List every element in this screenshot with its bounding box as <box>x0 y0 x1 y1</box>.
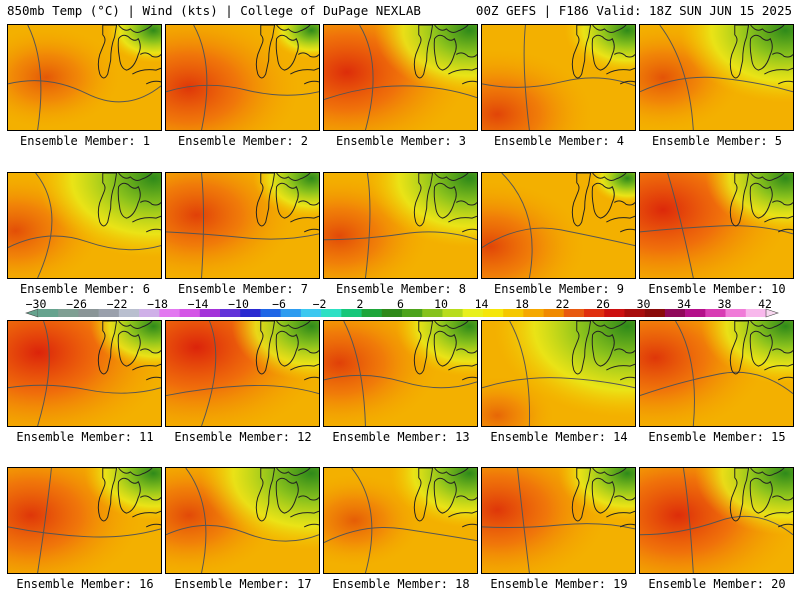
ensemble-member-map-2 <box>165 24 320 131</box>
ensemble-member-label-16: Ensemble Member: 16 <box>16 577 154 591</box>
colorbar-swatch <box>280 309 302 317</box>
ensemble-member-label-20: Ensemble Member: 20 <box>648 577 786 591</box>
colorbar-swatch <box>199 309 221 317</box>
colorbar-swatch <box>118 309 140 317</box>
ensemble-member-label-10: Ensemble Member: 10 <box>648 282 786 296</box>
colorbar-tick-label: 18 <box>515 297 529 311</box>
ensemble-member-label-11: Ensemble Member: 11 <box>16 430 154 444</box>
ensemble-member-label-17: Ensemble Member: 17 <box>174 577 312 591</box>
temperature-colorbar <box>25 308 779 318</box>
ensemble-member-map-6 <box>7 172 162 279</box>
ensemble-member-label-15: Ensemble Member: 15 <box>648 430 786 444</box>
colorbar-tick-label: −14 <box>187 297 209 311</box>
ensemble-member-map-9 <box>481 172 636 279</box>
colorbar-tick-label: −10 <box>228 297 249 311</box>
ensemble-member-label-12: Ensemble Member: 12 <box>174 430 312 444</box>
colorbar-tick-label: −2 <box>312 297 327 311</box>
colorbar-swatch <box>300 309 322 317</box>
ensemble-member-label-9: Ensemble Member: 9 <box>493 282 625 296</box>
colorbar-tick-label: −18 <box>147 297 168 311</box>
ensemble-member-label-8: Ensemble Member: 8 <box>335 282 467 296</box>
colorbar-swatch <box>220 309 241 317</box>
ensemble-member-map-17 <box>165 467 320 574</box>
colorbar-swatch <box>462 309 484 317</box>
colorbar-swatch <box>422 309 443 317</box>
colorbar-tick-label: 26 <box>596 297 610 311</box>
ensemble-member-map-5 <box>639 24 794 131</box>
ensemble-member-label-14: Ensemble Member: 14 <box>490 430 628 444</box>
colorbar-tick-label: 14 <box>474 297 489 311</box>
ensemble-member-label-19: Ensemble Member: 19 <box>490 577 628 591</box>
chart-title-left: 850mb Temp (°C) | Wind (kts) | College o… <box>7 3 421 18</box>
ensemble-member-label-2: Ensemble Member: 2 <box>177 134 309 148</box>
ensemble-member-label-4: Ensemble Member: 4 <box>493 134 625 148</box>
ensemble-member-map-3 <box>323 24 478 131</box>
ensemble-member-map-10 <box>639 172 794 279</box>
ensemble-member-map-19 <box>481 467 636 574</box>
ensemble-member-map-15 <box>639 320 794 427</box>
ensemble-member-label-7: Ensemble Member: 7 <box>177 282 309 296</box>
ensemble-member-map-12 <box>165 320 320 427</box>
colorbar-swatch <box>402 309 423 317</box>
colorbar-swatch <box>442 309 463 317</box>
colorbar-swatch <box>98 309 120 317</box>
colorbar-tick-label: −30 <box>25 297 47 311</box>
ensemble-member-map-14 <box>481 320 636 427</box>
ensemble-member-label-18: Ensemble Member: 18 <box>332 577 470 591</box>
colorbar-tick-label: −22 <box>106 297 128 311</box>
colorbar-swatch <box>624 309 645 317</box>
ensemble-member-label-5: Ensemble Member: 5 <box>651 134 783 148</box>
colorbar-high-arrow <box>765 308 779 318</box>
colorbar-swatch <box>179 309 201 317</box>
colorbar-swatch <box>604 309 625 317</box>
colorbar-swatch <box>543 309 565 317</box>
colorbar-swatch <box>341 309 362 317</box>
colorbar-swatch <box>503 309 524 317</box>
colorbar-swatch <box>705 309 726 317</box>
colorbar-tick-label: −6 <box>272 297 286 311</box>
ensemble-member-map-1 <box>7 24 162 131</box>
colorbar-tick-label: 42 <box>758 297 772 311</box>
colorbar-swatch <box>584 309 605 317</box>
ensemble-member-map-7 <box>165 172 320 279</box>
colorbar-swatch <box>159 309 180 317</box>
colorbar-tick-label: 30 <box>636 297 651 311</box>
colorbar-swatch <box>260 309 281 317</box>
ensemble-member-label-13: Ensemble Member: 13 <box>332 430 470 444</box>
ensemble-member-map-13 <box>323 320 478 427</box>
colorbar-swatch <box>725 309 747 317</box>
colorbar-tick-label: 6 <box>397 297 404 311</box>
colorbar-tick-label: 38 <box>717 297 732 311</box>
colorbar-tick-label: −26 <box>66 297 87 311</box>
ensemble-member-map-4 <box>481 24 636 131</box>
ensemble-member-label-6: Ensemble Member: 6 <box>19 282 151 296</box>
colorbar-tick-label: 10 <box>434 297 448 311</box>
colorbar-swatch <box>664 309 686 317</box>
chart-title-right: 00Z GEFS | F186 Valid: 18Z SUN JUN 15 20… <box>475 3 792 18</box>
colorbar-swatch <box>321 309 342 317</box>
ensemble-member-label-1: Ensemble Member: 1 <box>19 134 151 148</box>
colorbar-swatch <box>78 309 99 317</box>
colorbar-swatch <box>381 309 403 317</box>
colorbar-swatch <box>361 309 383 317</box>
colorbar-tick-label: 22 <box>555 297 570 311</box>
colorbar-swatch <box>745 309 767 317</box>
colorbar-swatch <box>58 309 79 317</box>
ensemble-member-map-11 <box>7 320 162 427</box>
colorbar-tick-label: 34 <box>677 297 691 311</box>
colorbar-swatch <box>685 309 706 317</box>
colorbar-tick-label: 2 <box>356 297 364 311</box>
ensemble-member-map-20 <box>639 467 794 574</box>
ensemble-member-map-16 <box>7 467 162 574</box>
ensemble-member-label-3: Ensemble Member: 3 <box>335 134 467 148</box>
colorbar-swatch <box>644 309 666 317</box>
ensemble-member-map-18 <box>323 467 478 574</box>
colorbar-swatch <box>240 309 261 317</box>
colorbar-swatch <box>38 309 59 317</box>
colorbar-swatch <box>482 309 504 317</box>
colorbar-swatch <box>139 309 160 317</box>
ensemble-member-map-8 <box>323 172 478 279</box>
colorbar-swatch <box>523 309 544 317</box>
colorbar-swatch <box>563 309 585 317</box>
